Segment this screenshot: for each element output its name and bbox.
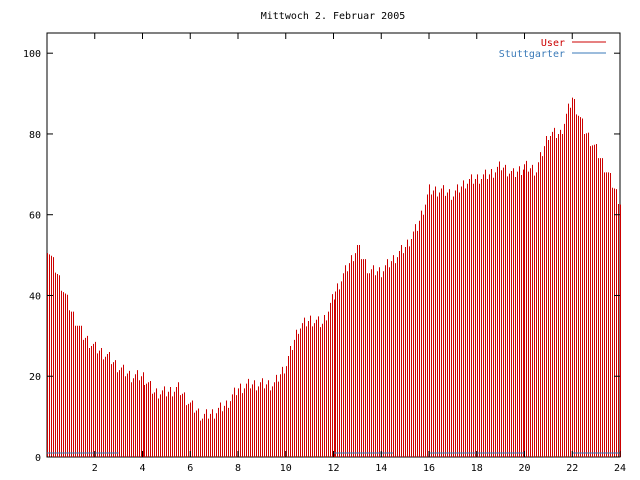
y-tick-label: 20 — [29, 372, 41, 383]
y-tick-label: 0 — [35, 453, 41, 464]
y-tick-label: 100 — [23, 49, 41, 60]
x-tick-label: 12 — [327, 463, 339, 474]
x-tick-label: 2 — [92, 463, 98, 474]
bars-layer — [47, 97, 621, 457]
x-tick-label: 14 — [375, 463, 387, 474]
x-tick-label: 18 — [471, 463, 483, 474]
x-tick-label: 6 — [187, 463, 193, 474]
x-tick-label: 24 — [614, 463, 626, 474]
x-tick-label: 4 — [139, 463, 145, 474]
legend-label-user: User — [541, 38, 565, 49]
y-tick-label: 60 — [29, 211, 41, 222]
x-tick-label: 20 — [518, 463, 530, 474]
y-tick-label: 80 — [29, 130, 41, 141]
x-tick-label: 16 — [423, 463, 435, 474]
legend-label-stuttgarter: Stuttgarter — [499, 49, 565, 60]
x-tick-label: 8 — [235, 463, 241, 474]
x-tick-label: 22 — [566, 463, 578, 474]
chart-title: Mittwoch 2. Februar 2005 — [261, 11, 406, 22]
legend: User Stuttgarter — [499, 38, 606, 60]
y-tick-label: 40 — [29, 291, 41, 302]
x-tick-label: 10 — [280, 463, 292, 474]
